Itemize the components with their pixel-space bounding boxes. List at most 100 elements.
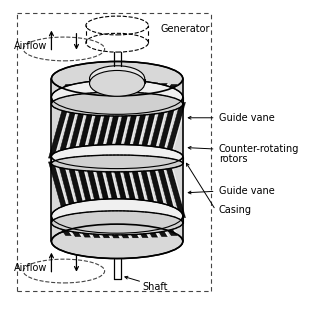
- Polygon shape: [63, 100, 80, 160]
- Polygon shape: [164, 162, 186, 218]
- Polygon shape: [75, 158, 97, 221]
- Polygon shape: [54, 102, 71, 158]
- Polygon shape: [130, 82, 140, 99]
- Polygon shape: [170, 102, 187, 158]
- Polygon shape: [111, 82, 121, 99]
- Ellipse shape: [52, 145, 183, 169]
- Polygon shape: [115, 82, 129, 99]
- Polygon shape: [169, 223, 179, 236]
- Polygon shape: [101, 221, 112, 238]
- Text: Counter-rotating: Counter-rotating: [219, 144, 299, 154]
- Polygon shape: [143, 158, 160, 221]
- Ellipse shape: [90, 70, 145, 96]
- Polygon shape: [84, 98, 105, 163]
- Text: Airflow: Airflow: [14, 41, 47, 51]
- Polygon shape: [90, 98, 107, 163]
- Polygon shape: [161, 160, 178, 220]
- Polygon shape: [63, 84, 73, 97]
- Polygon shape: [101, 82, 112, 99]
- Polygon shape: [49, 102, 70, 158]
- Polygon shape: [147, 100, 168, 161]
- Polygon shape: [105, 221, 119, 238]
- Polygon shape: [164, 102, 186, 158]
- Polygon shape: [105, 82, 119, 99]
- Polygon shape: [124, 82, 139, 99]
- Text: Casing: Casing: [219, 205, 252, 215]
- Polygon shape: [102, 98, 123, 163]
- Polygon shape: [124, 221, 139, 238]
- Text: Guide vane: Guide vane: [219, 113, 275, 123]
- Polygon shape: [82, 83, 92, 98]
- Text: rotors: rotors: [219, 154, 247, 164]
- Polygon shape: [75, 99, 97, 162]
- Polygon shape: [163, 223, 177, 236]
- Polygon shape: [138, 158, 159, 221]
- Polygon shape: [63, 223, 73, 236]
- Polygon shape: [58, 100, 79, 160]
- Polygon shape: [111, 221, 121, 238]
- Polygon shape: [72, 100, 89, 161]
- Polygon shape: [147, 159, 168, 220]
- Polygon shape: [159, 222, 169, 236]
- Polygon shape: [125, 157, 142, 222]
- Polygon shape: [73, 222, 83, 236]
- Polygon shape: [134, 83, 148, 99]
- Polygon shape: [93, 157, 114, 222]
- Polygon shape: [156, 160, 177, 220]
- Ellipse shape: [52, 92, 183, 116]
- Polygon shape: [96, 82, 110, 99]
- Polygon shape: [90, 157, 107, 222]
- Text: Shaft: Shaft: [142, 282, 168, 292]
- Polygon shape: [93, 98, 114, 163]
- Bar: [52, 97, 183, 104]
- Polygon shape: [152, 159, 169, 220]
- Polygon shape: [66, 159, 88, 220]
- Polygon shape: [140, 221, 150, 237]
- Polygon shape: [63, 160, 80, 220]
- Polygon shape: [81, 99, 98, 162]
- Polygon shape: [130, 221, 140, 238]
- Polygon shape: [120, 157, 141, 222]
- Polygon shape: [153, 222, 167, 236]
- Polygon shape: [81, 158, 98, 221]
- Polygon shape: [58, 160, 79, 220]
- Polygon shape: [129, 157, 150, 222]
- Polygon shape: [144, 222, 158, 237]
- Polygon shape: [108, 98, 125, 163]
- Polygon shape: [161, 100, 178, 160]
- Polygon shape: [99, 157, 116, 222]
- Polygon shape: [156, 100, 177, 160]
- Polygon shape: [99, 98, 116, 163]
- Bar: [52, 79, 183, 241]
- Polygon shape: [96, 221, 110, 238]
- Polygon shape: [92, 221, 102, 237]
- Polygon shape: [169, 84, 179, 97]
- Polygon shape: [170, 162, 187, 218]
- Polygon shape: [115, 221, 129, 238]
- Polygon shape: [149, 222, 160, 237]
- Polygon shape: [86, 83, 100, 99]
- Polygon shape: [86, 221, 100, 237]
- Ellipse shape: [52, 80, 183, 114]
- Ellipse shape: [90, 66, 145, 92]
- Ellipse shape: [52, 61, 183, 96]
- Bar: [52, 216, 183, 223]
- Polygon shape: [140, 83, 150, 99]
- Polygon shape: [111, 157, 132, 222]
- Polygon shape: [134, 157, 151, 222]
- Polygon shape: [76, 222, 91, 237]
- Ellipse shape: [52, 199, 183, 233]
- Text: Generator: Generator: [161, 24, 211, 34]
- Polygon shape: [92, 83, 102, 99]
- Polygon shape: [134, 221, 148, 237]
- Polygon shape: [159, 84, 169, 98]
- Polygon shape: [73, 84, 83, 98]
- Polygon shape: [49, 162, 70, 218]
- Polygon shape: [134, 98, 151, 163]
- Ellipse shape: [52, 224, 183, 259]
- Polygon shape: [144, 83, 158, 98]
- Polygon shape: [102, 157, 123, 222]
- Ellipse shape: [52, 155, 183, 172]
- Text: Airflow: Airflow: [14, 263, 47, 273]
- Polygon shape: [152, 100, 169, 161]
